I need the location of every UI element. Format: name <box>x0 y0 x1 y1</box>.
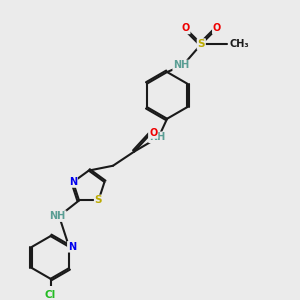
Text: O: O <box>182 23 190 33</box>
Text: O: O <box>213 23 221 33</box>
Text: CH₃: CH₃ <box>230 39 250 49</box>
Text: O: O <box>149 128 158 138</box>
Text: Cl: Cl <box>45 290 56 300</box>
Text: NH: NH <box>149 132 165 142</box>
Text: NH: NH <box>173 61 190 70</box>
Text: S: S <box>95 196 102 206</box>
Text: N: N <box>68 242 76 252</box>
Text: S: S <box>197 39 205 49</box>
Text: NH: NH <box>50 211 66 221</box>
Text: N: N <box>69 177 77 187</box>
